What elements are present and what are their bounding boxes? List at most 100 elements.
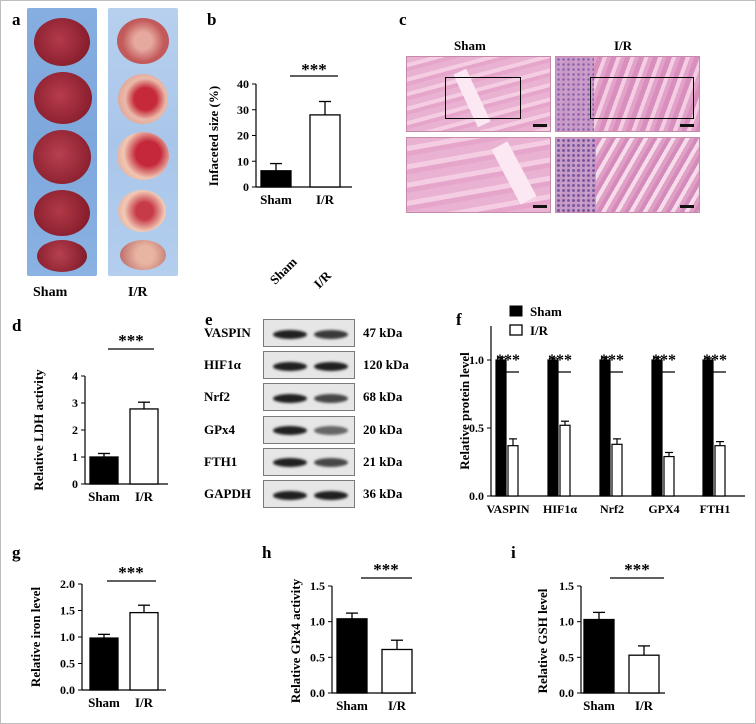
chart-i-x-tick-label: I/R — [635, 698, 654, 713]
chart-f-legend-swatch-ir — [509, 324, 523, 336]
chart-i-y-label: Relative GSH level — [535, 588, 550, 693]
chart-f-bar-Sham — [495, 359, 507, 497]
blot-kda-label: 36 kDa — [363, 486, 403, 501]
chart-b-y-tick-label: 20 — [237, 129, 249, 143]
blot-band-row — [263, 351, 355, 380]
blot-band-row — [263, 319, 355, 347]
chart-g-bar-I/R — [129, 611, 159, 691]
sham-he-zoom-image — [406, 137, 551, 213]
ir-he-zoom-image — [555, 137, 700, 213]
chart-f-bar-Sham — [547, 359, 559, 497]
chart-i-y-tick-label: 1.0 — [559, 615, 574, 629]
panel-c-ir-label: I/R — [614, 38, 633, 53]
panel-a-ir-label: I/R — [128, 285, 148, 300]
chart-h-bar-I/R — [381, 648, 413, 694]
chart-b-y-tick-label: 30 — [237, 103, 249, 117]
chart-d-x-tick-label: I/R — [135, 489, 154, 504]
blot-protein-label: VASPIN — [204, 325, 251, 340]
blot-band-row — [263, 415, 355, 444]
chart-f-x-tick-label: FTH1 — [700, 502, 731, 516]
chart-d-y-tick-label: 3 — [72, 396, 78, 410]
blot-protein-label: GPx4 — [204, 421, 236, 437]
blot-band — [273, 329, 307, 339]
chart-g-significance-stars: *** — [118, 563, 144, 582]
chart-h-significance-stars: *** — [373, 560, 399, 579]
chart-f-x-tick-label: GPX4 — [648, 502, 679, 516]
chart-f-legend-label-sham: Sham — [530, 304, 562, 319]
panel-label-g: g — [12, 543, 21, 562]
chart-f-y-tick-label: 0.5 — [469, 421, 484, 435]
chart-f-significance-stars: *** — [548, 352, 572, 369]
chart-b-bar-Sham — [260, 170, 292, 188]
chart-g-y-label: Relative iron level — [28, 587, 43, 688]
chart-f-y-label: Relative protein level — [457, 352, 472, 470]
blot-band — [314, 393, 348, 403]
chart-g-y-tick-label: 0.5 — [60, 657, 75, 671]
panel-label-a: a — [12, 10, 21, 29]
chart-g-y-tick-label: 0.0 — [60, 683, 75, 697]
chart-f-x-tick-label: VASPIN — [486, 502, 529, 516]
blot-protein-label: Nrf2 — [204, 389, 230, 405]
blot-kda-label: 20 kDa — [363, 421, 403, 437]
chart-h-y-tick-label: 0.0 — [310, 686, 325, 700]
blot-kda-label: 47 kDa — [363, 325, 403, 340]
chart-d-bar-I/R — [129, 408, 159, 485]
chart-f-significance-stars: *** — [496, 352, 520, 369]
chart-f-significance-stars: *** — [600, 352, 624, 369]
panel-label-b: b — [207, 10, 217, 29]
blot-band — [273, 361, 307, 371]
blot-protein-label: HIF1α — [204, 357, 241, 373]
chart-f-bar-I/R — [663, 455, 675, 497]
blot-kda-label: 68 kDa — [363, 389, 403, 405]
chart-i-y-tick-label: 1.5 — [559, 579, 574, 593]
chart-h-y-tick-label: 0.5 — [310, 650, 325, 664]
chart-h-bar-Sham — [336, 618, 368, 694]
panel-label-i: i — [511, 543, 516, 562]
chart-g-y-tick-label: 1.5 — [60, 604, 75, 618]
blot-band-row — [263, 447, 355, 476]
chart-g-x-tick-label: Sham — [88, 695, 120, 710]
blot-band-row — [263, 480, 355, 508]
chart-f-bar-I/R — [714, 445, 726, 497]
panel-a-sham-label: Sham — [33, 285, 68, 300]
blot-kda-label: 21 kDa — [363, 453, 403, 469]
chart-g-y-tick-label: 1.0 — [60, 630, 75, 644]
panel-label-h: h — [262, 543, 272, 562]
blot-kda-label: 120 kDa — [363, 357, 409, 373]
chart-g-bar-Sham — [89, 637, 119, 691]
blot-protein-label: GAPDH — [204, 486, 251, 501]
chart-f-bar-Sham — [599, 359, 611, 497]
chart-f-y-tick-label: 0.0 — [469, 489, 484, 503]
chart-g-y-tick-label: 2.0 — [60, 577, 75, 591]
chart-f-x-tick-label: HIF1α — [543, 502, 577, 516]
chart-b-bar-I/R — [309, 114, 341, 188]
chart-i-bar-I/R — [628, 654, 660, 694]
chart-i-y-tick-label: 0.5 — [559, 650, 574, 664]
sham-he-overview-image — [406, 56, 551, 132]
chart-i-significance-stars: *** — [624, 560, 650, 579]
chart-f-legend-swatch-sham — [509, 305, 523, 317]
chart-f-bar-I/R — [559, 424, 571, 497]
blot-band-row — [263, 383, 355, 412]
chart-d-x-tick-label: Sham — [88, 489, 120, 504]
chart-f-bar-Sham — [702, 359, 714, 497]
chart-g-x-tick-label: I/R — [135, 695, 154, 710]
chart-b-y-tick-label: 40 — [237, 77, 249, 91]
chart-b-x-tick-label: Sham — [260, 192, 292, 207]
chart-f-x-tick-label: Nrf2 — [600, 502, 624, 516]
panel-label-c: c — [399, 10, 407, 29]
chart-i-x-tick-label: Sham — [583, 698, 615, 713]
chart-f-significance-stars: *** — [652, 352, 676, 369]
sham-heart-slices-photo — [27, 8, 97, 276]
chart-d-y-label: Relative LDH activity — [31, 369, 46, 491]
chart-d-y-tick-label: 4 — [72, 369, 78, 383]
panel-label-f: f — [456, 310, 462, 329]
panel-label-d: d — [12, 316, 22, 335]
blot-band — [273, 393, 307, 403]
chart-d-significance-stars: *** — [118, 331, 144, 350]
chart-h-x-tick-label: Sham — [336, 698, 368, 713]
chart-b-x-tick-label: I/R — [316, 192, 335, 207]
chart-f-bar-I/R — [611, 443, 623, 497]
panel-c-sham-label: Sham — [454, 38, 486, 53]
